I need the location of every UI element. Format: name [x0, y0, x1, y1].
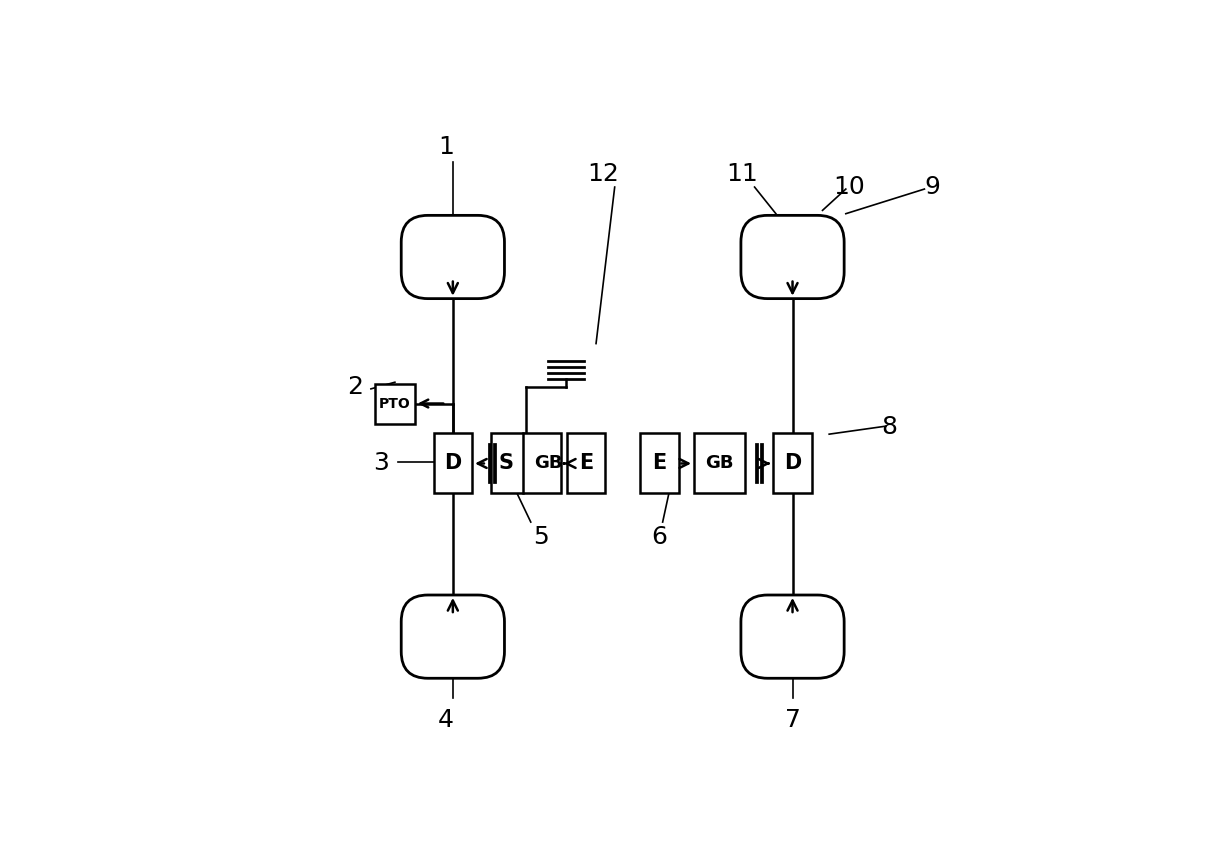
Text: E: E	[652, 453, 667, 473]
Text: PTO: PTO	[379, 396, 411, 411]
FancyBboxPatch shape	[401, 215, 504, 298]
Text: 1: 1	[439, 135, 454, 159]
Text: GB: GB	[533, 454, 563, 472]
Text: 7: 7	[785, 708, 801, 732]
Text: GB: GB	[705, 454, 734, 472]
Text: 3: 3	[373, 452, 389, 476]
Bar	[773, 433, 812, 493]
Bar	[375, 383, 414, 424]
Text: 9: 9	[925, 175, 940, 199]
FancyBboxPatch shape	[401, 595, 504, 678]
Bar	[434, 433, 473, 493]
Text: D: D	[784, 453, 801, 473]
Text: 5: 5	[533, 525, 549, 548]
Text: D: D	[445, 453, 462, 473]
Bar	[694, 433, 745, 493]
Bar	[491, 433, 561, 493]
Bar	[640, 433, 679, 493]
Text: 12: 12	[587, 162, 618, 186]
Text: S: S	[498, 453, 514, 473]
Text: 8: 8	[881, 415, 897, 439]
Text: 10: 10	[833, 175, 865, 199]
Text: 2: 2	[347, 375, 363, 399]
FancyBboxPatch shape	[741, 595, 844, 678]
Text: 6: 6	[651, 525, 667, 548]
FancyBboxPatch shape	[741, 215, 844, 298]
Text: 4: 4	[439, 708, 454, 732]
Text: E: E	[578, 453, 593, 473]
Text: 11: 11	[727, 162, 758, 186]
Bar	[566, 433, 605, 493]
